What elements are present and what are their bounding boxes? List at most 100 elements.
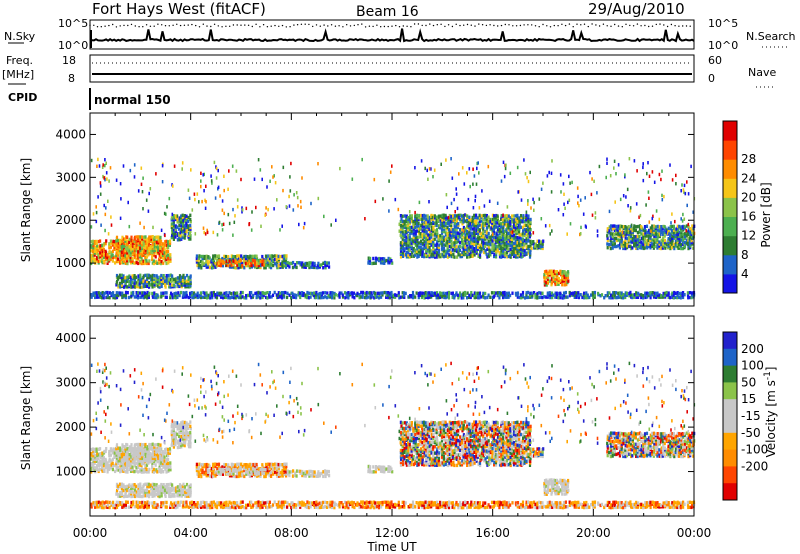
- noise-search-point: [655, 23, 657, 26]
- noise-search-point: [262, 24, 265, 26]
- data-cell: [477, 221, 480, 225]
- data-cell: [141, 285, 144, 289]
- data-cell: [525, 233, 528, 237]
- data-cell: [525, 295, 528, 300]
- data-cell: [128, 251, 131, 255]
- data-cell: [241, 295, 244, 299]
- data-cell: [112, 295, 115, 300]
- data-cell: [529, 217, 532, 222]
- data-cell: [113, 453, 116, 457]
- data-cell: [243, 296, 246, 300]
- data-cell: [461, 228, 464, 232]
- data-cell: [137, 461, 140, 465]
- data-cell: [109, 447, 112, 451]
- data-cell: [573, 293, 576, 297]
- data-cell: [419, 239, 423, 243]
- data-cell: [297, 291, 300, 295]
- scatter-echo: [103, 176, 105, 180]
- data-cell: [502, 231, 505, 235]
- noise-search-point: [346, 24, 348, 26]
- data-cell: [402, 254, 405, 258]
- data-cell: [122, 452, 126, 457]
- data-cell: [441, 225, 444, 230]
- data-cell: [155, 468, 158, 472]
- data-cell: [160, 255, 163, 259]
- data-cell: [143, 245, 146, 249]
- data-cell: [462, 291, 465, 295]
- data-cell: [216, 258, 219, 262]
- data-cell: [146, 284, 149, 288]
- data-cell: [402, 291, 406, 295]
- data-cell: [390, 290, 393, 295]
- data-cell: [117, 459, 120, 463]
- data-cell: [129, 259, 132, 263]
- data-cell: [133, 276, 136, 280]
- data-cell: [463, 290, 467, 295]
- data-cell: [520, 218, 523, 222]
- data-cell: [130, 291, 133, 295]
- data-cell: [329, 295, 332, 299]
- data-cell: [516, 221, 519, 226]
- data-cell: [222, 296, 225, 300]
- data-cell: [627, 225, 630, 229]
- data-cell: [505, 214, 508, 218]
- data-cell: [653, 234, 656, 238]
- data-cell: [507, 223, 510, 228]
- data-cell: [410, 231, 413, 235]
- data-cell: [427, 233, 430, 237]
- data-cell: [436, 253, 439, 257]
- data-cell: [324, 264, 327, 268]
- data-cell: [144, 295, 147, 299]
- data-cell: [403, 214, 407, 218]
- data-cell: [534, 293, 537, 297]
- data-cell: [620, 238, 623, 243]
- data-cell: [643, 225, 647, 229]
- data-cell: [238, 254, 241, 258]
- data-cell: [137, 454, 140, 458]
- scatter-echo: [496, 201, 499, 205]
- data-cell: [611, 227, 614, 231]
- scatter-echo: [119, 216, 122, 220]
- data-cell: [286, 263, 290, 267]
- scatter-echo: [642, 178, 645, 183]
- data-cell: [151, 248, 154, 252]
- scatter-echo: [218, 220, 221, 225]
- data-cell: [108, 457, 111, 462]
- data-cell: [146, 293, 149, 297]
- noise-search-point: [327, 25, 329, 27]
- data-cell: [110, 291, 113, 296]
- data-cell: [432, 249, 435, 253]
- data-cell: [404, 230, 408, 234]
- data-cell: [496, 239, 500, 243]
- data-cell: [507, 247, 510, 251]
- data-cell: [395, 293, 398, 298]
- data-cell: [461, 241, 464, 245]
- data-cell: [160, 284, 163, 289]
- data-cell: [528, 224, 531, 228]
- data-cell: [427, 220, 430, 224]
- data-cell: [340, 291, 343, 295]
- scatter-echo: [221, 228, 224, 232]
- data-cell: [676, 232, 679, 236]
- data-cell: [253, 259, 256, 263]
- data-cell: [137, 458, 140, 462]
- data-cell: [459, 291, 462, 295]
- data-cell: [615, 236, 618, 241]
- data-cell: [108, 245, 111, 250]
- data-cell: [309, 261, 313, 265]
- scatter-echo: [250, 228, 253, 232]
- data-cell: [473, 249, 476, 253]
- data-cell: [125, 464, 129, 468]
- data-cell: [686, 293, 690, 298]
- data-cell: [93, 461, 96, 465]
- data-cell: [266, 296, 269, 300]
- scatter-echo: [427, 177, 429, 181]
- data-cell: [410, 245, 414, 249]
- data-cell: [103, 253, 106, 257]
- data-cell: [470, 239, 473, 244]
- data-cell: [669, 234, 672, 238]
- noise-search-point: [236, 24, 238, 26]
- scatter-echo: [108, 179, 110, 183]
- data-cell: [115, 453, 118, 457]
- data-cell: [389, 291, 392, 296]
